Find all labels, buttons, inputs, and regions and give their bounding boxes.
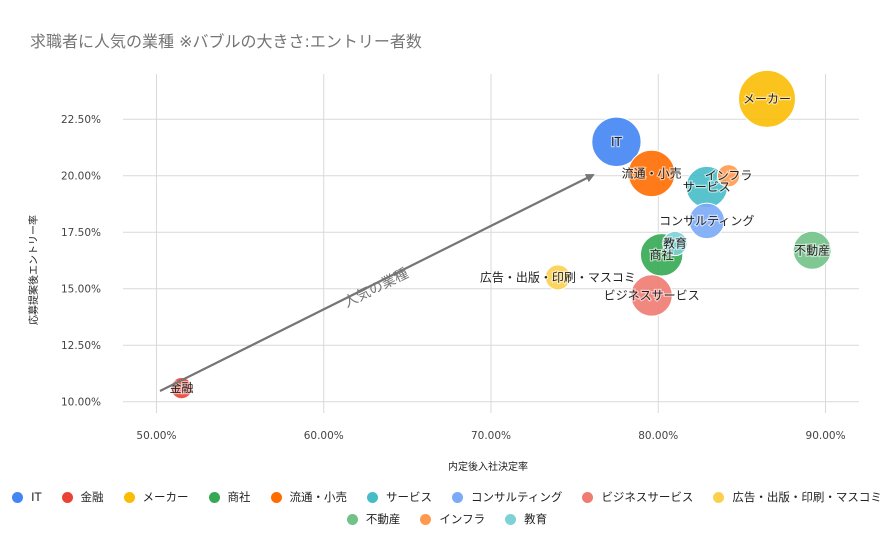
legend-label: 広告・出版・印刷・マスコミ [732, 490, 882, 504]
x-tick-label: 60.00% [304, 430, 344, 442]
y-tick-label: 20.00% [61, 171, 101, 183]
bubble[interactable] [738, 69, 796, 128]
y-tick-label: 10.00% [61, 397, 101, 409]
x-axis-label: 内定後入社決定率 [448, 460, 528, 473]
bubble-label: サービス [683, 180, 731, 194]
bubble[interactable] [792, 230, 832, 270]
bubble-label: コンサルティング [659, 214, 754, 228]
legend: IT 金融 メーカー 商社 流通・小売 サービス コンサルティング ビジネスサービス 広告・出版… [0, 486, 894, 530]
bubble-label: 商社 [650, 247, 674, 262]
legend-item[interactable]: 広告・出版・印刷・マスコミ [713, 489, 882, 505]
bubble[interactable] [716, 164, 741, 188]
bubble[interactable] [630, 274, 673, 317]
legend-item[interactable]: サービス [367, 489, 432, 505]
legend-swatch [452, 491, 464, 503]
legend-swatch [367, 491, 379, 503]
popularity-arrow [159, 174, 595, 392]
legend-swatch [713, 491, 725, 503]
bubble-label: ビジネスサービス [604, 288, 700, 302]
x-tick-label: 90.00% [806, 430, 846, 442]
x-tick-label: 70.00% [471, 430, 511, 442]
legend-label: 金融 [80, 490, 104, 504]
bubble[interactable] [544, 264, 571, 291]
legend-swatch [420, 513, 432, 525]
chart-title: 求職者に人気の業種 ※バブルの大きさ:エントリー者数 [30, 32, 422, 51]
legend-item[interactable]: コンサルティング [452, 489, 562, 505]
legend-swatch [346, 513, 358, 525]
legend-item[interactable]: 不動産 [346, 511, 401, 527]
legend-label: 不動産 [365, 512, 401, 526]
legend-item[interactable]: 商社 [208, 489, 251, 505]
legend-swatch [61, 491, 73, 503]
y-tick-label: 15.00% [61, 284, 101, 296]
legend-item[interactable]: 金融 [61, 489, 104, 505]
legend-swatch [12, 491, 24, 503]
legend-item[interactable]: 教育 [505, 511, 547, 527]
y-tick-label: 22.50% [61, 114, 101, 126]
bubble-label: メーカー [743, 92, 791, 106]
bubble-label: 広告・出版・印刷・マスコミ [480, 270, 636, 284]
legend-label: インフラ [439, 512, 486, 526]
y-axis-label: 応募提案後エントリー率 [27, 215, 40, 325]
bubble-label: 不動産 [794, 242, 830, 257]
legend-item[interactable]: メーカー [123, 489, 189, 505]
bubbles [170, 69, 832, 400]
legend-swatch [123, 491, 135, 503]
y-tick-label: 12.50% [61, 340, 101, 352]
legend-item[interactable]: ビジネスサービス [582, 489, 693, 505]
y-tick-label: 17.50% [61, 227, 101, 239]
grid [123, 74, 859, 413]
bubble[interactable] [627, 149, 676, 198]
legend-item[interactable]: インフラ [420, 511, 485, 527]
legend-row: 不動産 インフラ 教育 [0, 508, 894, 530]
tick-labels: 50.00% 60.00% 70.00% 80.00% 90.00% 10.00% 12.5… [61, 114, 846, 442]
bubble[interactable] [591, 116, 642, 167]
bubble-label: 金融 [170, 380, 194, 395]
legend-label: IT [31, 490, 42, 504]
bubble[interactable] [662, 230, 688, 257]
legend-label: 教育 [524, 512, 548, 526]
bubble-label: 教育 [663, 236, 687, 251]
legend-label: コンサルティング [471, 490, 563, 504]
legend-label: 流通・小売 [289, 490, 348, 504]
legend-label: ビジネスサービス [601, 490, 694, 504]
legend-label: 商社 [227, 490, 251, 504]
legend-row: IT 金融 メーカー 商社 流通・小売 サービス コンサルティング ビジネスサービス 広告・出版… [0, 486, 894, 508]
legend-swatch [270, 491, 282, 503]
bubble-label: IT [611, 135, 623, 149]
x-tick-label: 50.00% [136, 430, 176, 442]
legend-label: サービス [386, 490, 433, 504]
legend-item[interactable]: IT [12, 490, 42, 504]
legend-swatch [582, 491, 594, 503]
bubble-label: 流通・小売 [622, 165, 682, 180]
legend-swatch [505, 513, 517, 525]
x-tick-label: 80.00% [638, 430, 678, 442]
legend-label: メーカー [142, 490, 189, 504]
bubble[interactable] [688, 202, 726, 240]
legend-item[interactable]: 流通・小売 [270, 489, 348, 505]
legend-swatch [208, 491, 220, 503]
bubble-label: インフラ [705, 169, 753, 183]
